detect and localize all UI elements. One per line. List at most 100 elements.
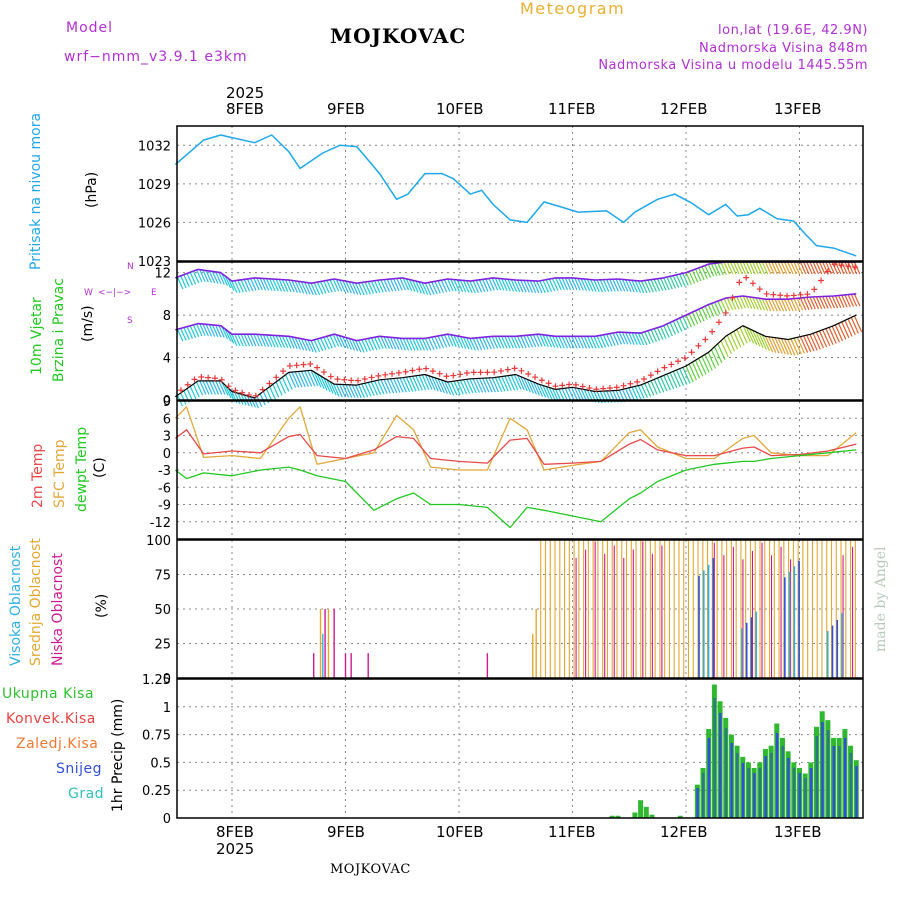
wind-barb (675, 319, 683, 332)
wind-barb (609, 279, 616, 292)
wind-barb (558, 336, 565, 349)
bottom-date-8feb: 8FEB (216, 823, 254, 841)
panel-frame (176, 125, 864, 262)
wind-barb (354, 282, 362, 296)
wind-barb (818, 296, 826, 309)
gust-marker (409, 367, 416, 374)
wind-barb (583, 278, 591, 292)
wind-barb (227, 387, 235, 401)
wind-barb (517, 279, 524, 293)
gust-marker (525, 370, 532, 377)
wind-barb (631, 280, 638, 293)
wind-barb (199, 323, 206, 336)
wind-barb (380, 336, 387, 349)
y-tick-label: 0 (163, 672, 171, 687)
wind-barb (342, 280, 349, 293)
wind-barb (542, 334, 549, 347)
wind-barb (497, 336, 505, 349)
coordinates: lon,lat (19.6E, 42.9N) (718, 23, 868, 38)
wind-barb (704, 265, 712, 278)
wind-barb (196, 381, 204, 396)
gust-marker (838, 262, 845, 269)
wind-barb (351, 384, 359, 399)
wind-barb (749, 328, 758, 346)
wind-barb (529, 334, 537, 348)
wind-barb (196, 269, 203, 283)
wind-barb (459, 379, 468, 395)
wind-barb (739, 296, 746, 309)
gust-marker (593, 386, 600, 393)
gust-marker (450, 372, 457, 379)
wind-barb (396, 337, 403, 351)
gust-marker (348, 377, 355, 384)
gust-marker (804, 291, 811, 298)
wind-barb (183, 327, 190, 340)
wind-barb (304, 370, 313, 387)
wind-barb (234, 333, 241, 347)
gust-marker (620, 382, 627, 389)
wind-barb (653, 328, 661, 341)
wind-barb (269, 386, 276, 400)
wind-barb (529, 380, 537, 395)
wind-barb (221, 381, 229, 396)
gust-marker (715, 319, 722, 326)
wind-barb (726, 297, 734, 311)
precip-bar (649, 814, 655, 818)
wind-barb (265, 278, 273, 291)
wind-barb (764, 336, 774, 353)
gust-marker (654, 368, 661, 375)
wind-barb (666, 323, 673, 337)
wind-barb (462, 336, 470, 350)
wind-barb (323, 336, 330, 350)
wind-barb (488, 278, 495, 291)
wind-barb (551, 388, 559, 401)
wind-barb (558, 388, 565, 402)
wind-barb (428, 375, 436, 391)
wind-barb (672, 275, 680, 288)
wind-barb (319, 281, 327, 294)
gust-marker (824, 268, 831, 275)
gust-marker (613, 384, 620, 391)
wind-barb (234, 280, 241, 293)
wind-barb (291, 371, 300, 388)
wind-barb (396, 377, 404, 393)
wind-barb (466, 337, 473, 350)
wind-barb (688, 363, 697, 381)
wind-barb (691, 311, 699, 325)
wind-barb (768, 298, 775, 312)
precip-bar-snow (719, 712, 722, 818)
gust-marker (266, 380, 273, 387)
wind-barb (192, 383, 200, 398)
wind-barb (539, 334, 546, 347)
wind-barb (377, 336, 384, 349)
wind-barb (393, 337, 400, 350)
wind-barb (367, 382, 375, 397)
wind-barb (532, 334, 540, 347)
wind-barb (685, 314, 692, 328)
precip-bar-snow (838, 745, 841, 818)
wind-barb (180, 392, 187, 405)
wind-barb (380, 379, 388, 394)
wind-barb (307, 339, 314, 353)
wind-barb (799, 336, 809, 353)
wind-barb (701, 266, 708, 279)
precip-bar-snow (713, 697, 716, 818)
wind-barb (596, 335, 603, 349)
legend-freezing-rain: Zaledj.Kisa (16, 736, 99, 752)
wind-barb (825, 296, 832, 309)
wind-barb (199, 269, 206, 282)
wind-barb (507, 375, 516, 391)
wind-barb (669, 322, 677, 335)
wind-barb (424, 338, 432, 351)
wind-barb (348, 281, 356, 295)
wind-barb (374, 280, 381, 293)
wind-barb (780, 261, 788, 275)
wind-barb (386, 378, 395, 394)
wind-barb (272, 384, 280, 398)
wind-barb (402, 338, 410, 351)
wind-barb (644, 331, 651, 345)
bottom-date-10feb: 10FEB (436, 823, 484, 841)
wind-barb (717, 343, 726, 360)
wind-barb (809, 261, 816, 275)
wind-barb (501, 376, 509, 392)
